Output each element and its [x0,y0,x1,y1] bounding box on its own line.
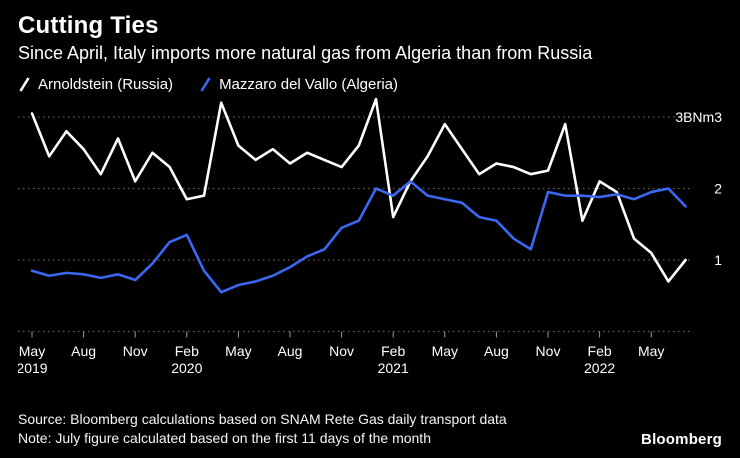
x-tick-month: May [19,343,45,359]
x-tick-month: May [225,343,251,359]
legend: Arnoldstein (Russia) Mazzaro del Vallo (… [18,76,722,93]
chart-subtitle: Since April, Italy imports more natural … [18,42,593,63]
algeria-line [30,180,687,294]
x-tick-month: Feb [381,343,405,359]
footer: Source: Bloomberg calculations based on … [18,410,722,448]
x-tick-month: Aug [278,343,303,359]
x-tick-month: Nov [536,343,561,359]
russia-line [30,98,687,283]
x-tick-month: Feb [588,343,612,359]
x-tick-month: Aug [484,343,509,359]
y-axis-label: 2 [714,181,722,197]
bloomberg-logo: Bloomberg [641,431,722,448]
legend-item-algeria: Mazzaro del Vallo (Algeria) [199,76,398,93]
x-tick-year: 2019 [18,360,48,375]
x-tick-month: May [638,343,664,359]
algeria-line-icon [200,77,211,92]
x-tick-month: Feb [175,343,199,359]
source-text: Source: Bloomberg calculations based on … [18,411,507,428]
x-tick-month: Nov [123,343,148,359]
russia-line-icon [19,77,30,92]
y-axis-label: 1 [714,252,722,268]
x-tick-year: 2022 [584,360,615,375]
x-tick-month: Nov [329,343,354,359]
x-tick-month: May [432,343,458,359]
legend-label-algeria: Mazzaro del Vallo (Algeria) [219,76,399,94]
legend-item-russia: Arnoldstein (Russia) [18,76,173,93]
x-tick-year: 2020 [171,360,202,375]
x-tick-month: Aug [71,343,96,359]
x-tick-year: 2021 [378,360,409,375]
chart-title: Cutting Ties [18,12,159,39]
footer-notes: Source: Bloomberg calculations based on … [18,410,507,448]
y-axis-label: 3BNm3 [675,109,722,125]
legend-label-russia: Arnoldstein (Russia) [38,76,174,94]
note-text: Note: July figure calculated based on th… [18,430,431,447]
